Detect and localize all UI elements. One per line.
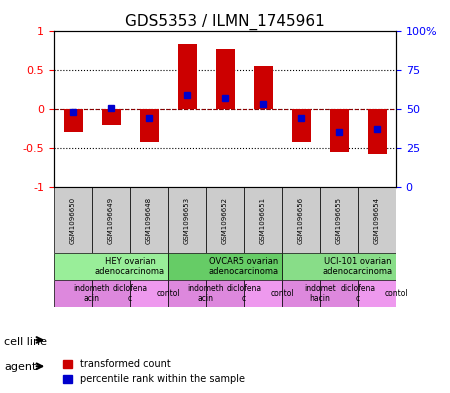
Bar [253, 66, 273, 109]
FancyBboxPatch shape [168, 253, 282, 280]
Text: contol: contol [384, 289, 408, 298]
Text: contol: contol [270, 289, 294, 298]
Text: GSM1096652: GSM1096652 [222, 196, 228, 244]
FancyBboxPatch shape [206, 187, 244, 253]
FancyBboxPatch shape [168, 187, 206, 253]
Text: UCI-101 ovarian
adenocarcinoma: UCI-101 ovarian adenocarcinoma [323, 257, 393, 276]
Text: HEY ovarian
adenocarcinoma: HEY ovarian adenocarcinoma [95, 257, 165, 276]
Text: GSM1096648: GSM1096648 [146, 196, 152, 244]
FancyBboxPatch shape [244, 187, 282, 253]
Text: GSM1096654: GSM1096654 [374, 196, 380, 244]
Text: GSM1096653: GSM1096653 [184, 196, 190, 244]
Text: indomet
hacin: indomet hacin [304, 283, 336, 303]
Text: OVCAR5 ovarian
adenocarcinoma: OVCAR5 ovarian adenocarcinoma [209, 257, 279, 276]
Text: GSM1096655: GSM1096655 [336, 196, 342, 244]
Text: GSM1096651: GSM1096651 [260, 196, 266, 244]
FancyBboxPatch shape [282, 280, 320, 307]
Bar [368, 109, 387, 154]
Title: GDS5353 / ILMN_1745961: GDS5353 / ILMN_1745961 [125, 14, 325, 30]
FancyBboxPatch shape [206, 280, 244, 307]
Text: cell line: cell line [4, 337, 48, 347]
Text: contol: contol [156, 289, 180, 298]
Text: indometh
acin: indometh acin [188, 283, 224, 303]
FancyBboxPatch shape [282, 253, 396, 280]
Bar [63, 109, 82, 132]
FancyBboxPatch shape [320, 187, 358, 253]
Text: diclofena
c: diclofena c [341, 283, 376, 303]
FancyBboxPatch shape [130, 280, 168, 307]
FancyBboxPatch shape [54, 280, 92, 307]
FancyBboxPatch shape [358, 280, 396, 307]
FancyBboxPatch shape [54, 187, 92, 253]
FancyBboxPatch shape [130, 187, 168, 253]
Text: diclofena
c: diclofena c [226, 283, 261, 303]
Bar [177, 44, 197, 109]
FancyBboxPatch shape [244, 280, 282, 307]
Legend: transformed count, percentile rank within the sample: transformed count, percentile rank withi… [59, 356, 249, 388]
Bar [216, 49, 234, 109]
FancyBboxPatch shape [92, 280, 130, 307]
Text: GSM1096656: GSM1096656 [298, 196, 304, 244]
FancyBboxPatch shape [282, 187, 320, 253]
FancyBboxPatch shape [358, 187, 396, 253]
Text: indometh
acin: indometh acin [74, 283, 110, 303]
FancyBboxPatch shape [92, 187, 130, 253]
Text: diclofena
c: diclofena c [112, 283, 148, 303]
Bar [292, 109, 310, 142]
FancyBboxPatch shape [320, 280, 358, 307]
Bar [102, 109, 121, 125]
FancyBboxPatch shape [168, 280, 206, 307]
Bar [329, 109, 348, 152]
FancyBboxPatch shape [54, 253, 168, 280]
Bar [140, 109, 158, 142]
Text: agent: agent [4, 362, 37, 373]
Text: GSM1096649: GSM1096649 [108, 196, 114, 244]
Text: GSM1096650: GSM1096650 [70, 196, 76, 244]
